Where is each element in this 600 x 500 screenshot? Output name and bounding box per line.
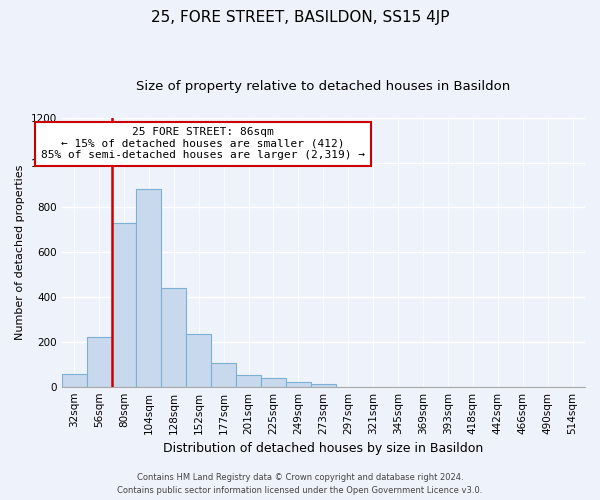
Bar <box>236 376 261 386</box>
Bar <box>311 384 336 386</box>
Bar <box>186 334 211 386</box>
Bar <box>136 190 161 386</box>
Bar <box>261 378 286 386</box>
Text: 25 FORE STREET: 86sqm
← 15% of detached houses are smaller (412)
85% of semi-det: 25 FORE STREET: 86sqm ← 15% of detached … <box>41 127 365 160</box>
Bar <box>286 382 311 386</box>
Bar <box>161 288 186 386</box>
X-axis label: Distribution of detached houses by size in Basildon: Distribution of detached houses by size … <box>163 442 484 455</box>
Bar <box>62 374 86 386</box>
Y-axis label: Number of detached properties: Number of detached properties <box>15 164 25 340</box>
Text: Contains HM Land Registry data © Crown copyright and database right 2024.
Contai: Contains HM Land Registry data © Crown c… <box>118 474 482 495</box>
Title: Size of property relative to detached houses in Basildon: Size of property relative to detached ho… <box>136 80 511 93</box>
Bar <box>211 363 236 386</box>
Text: 25, FORE STREET, BASILDON, SS15 4JP: 25, FORE STREET, BASILDON, SS15 4JP <box>151 10 449 25</box>
Bar <box>86 338 112 386</box>
Bar <box>112 223 136 386</box>
